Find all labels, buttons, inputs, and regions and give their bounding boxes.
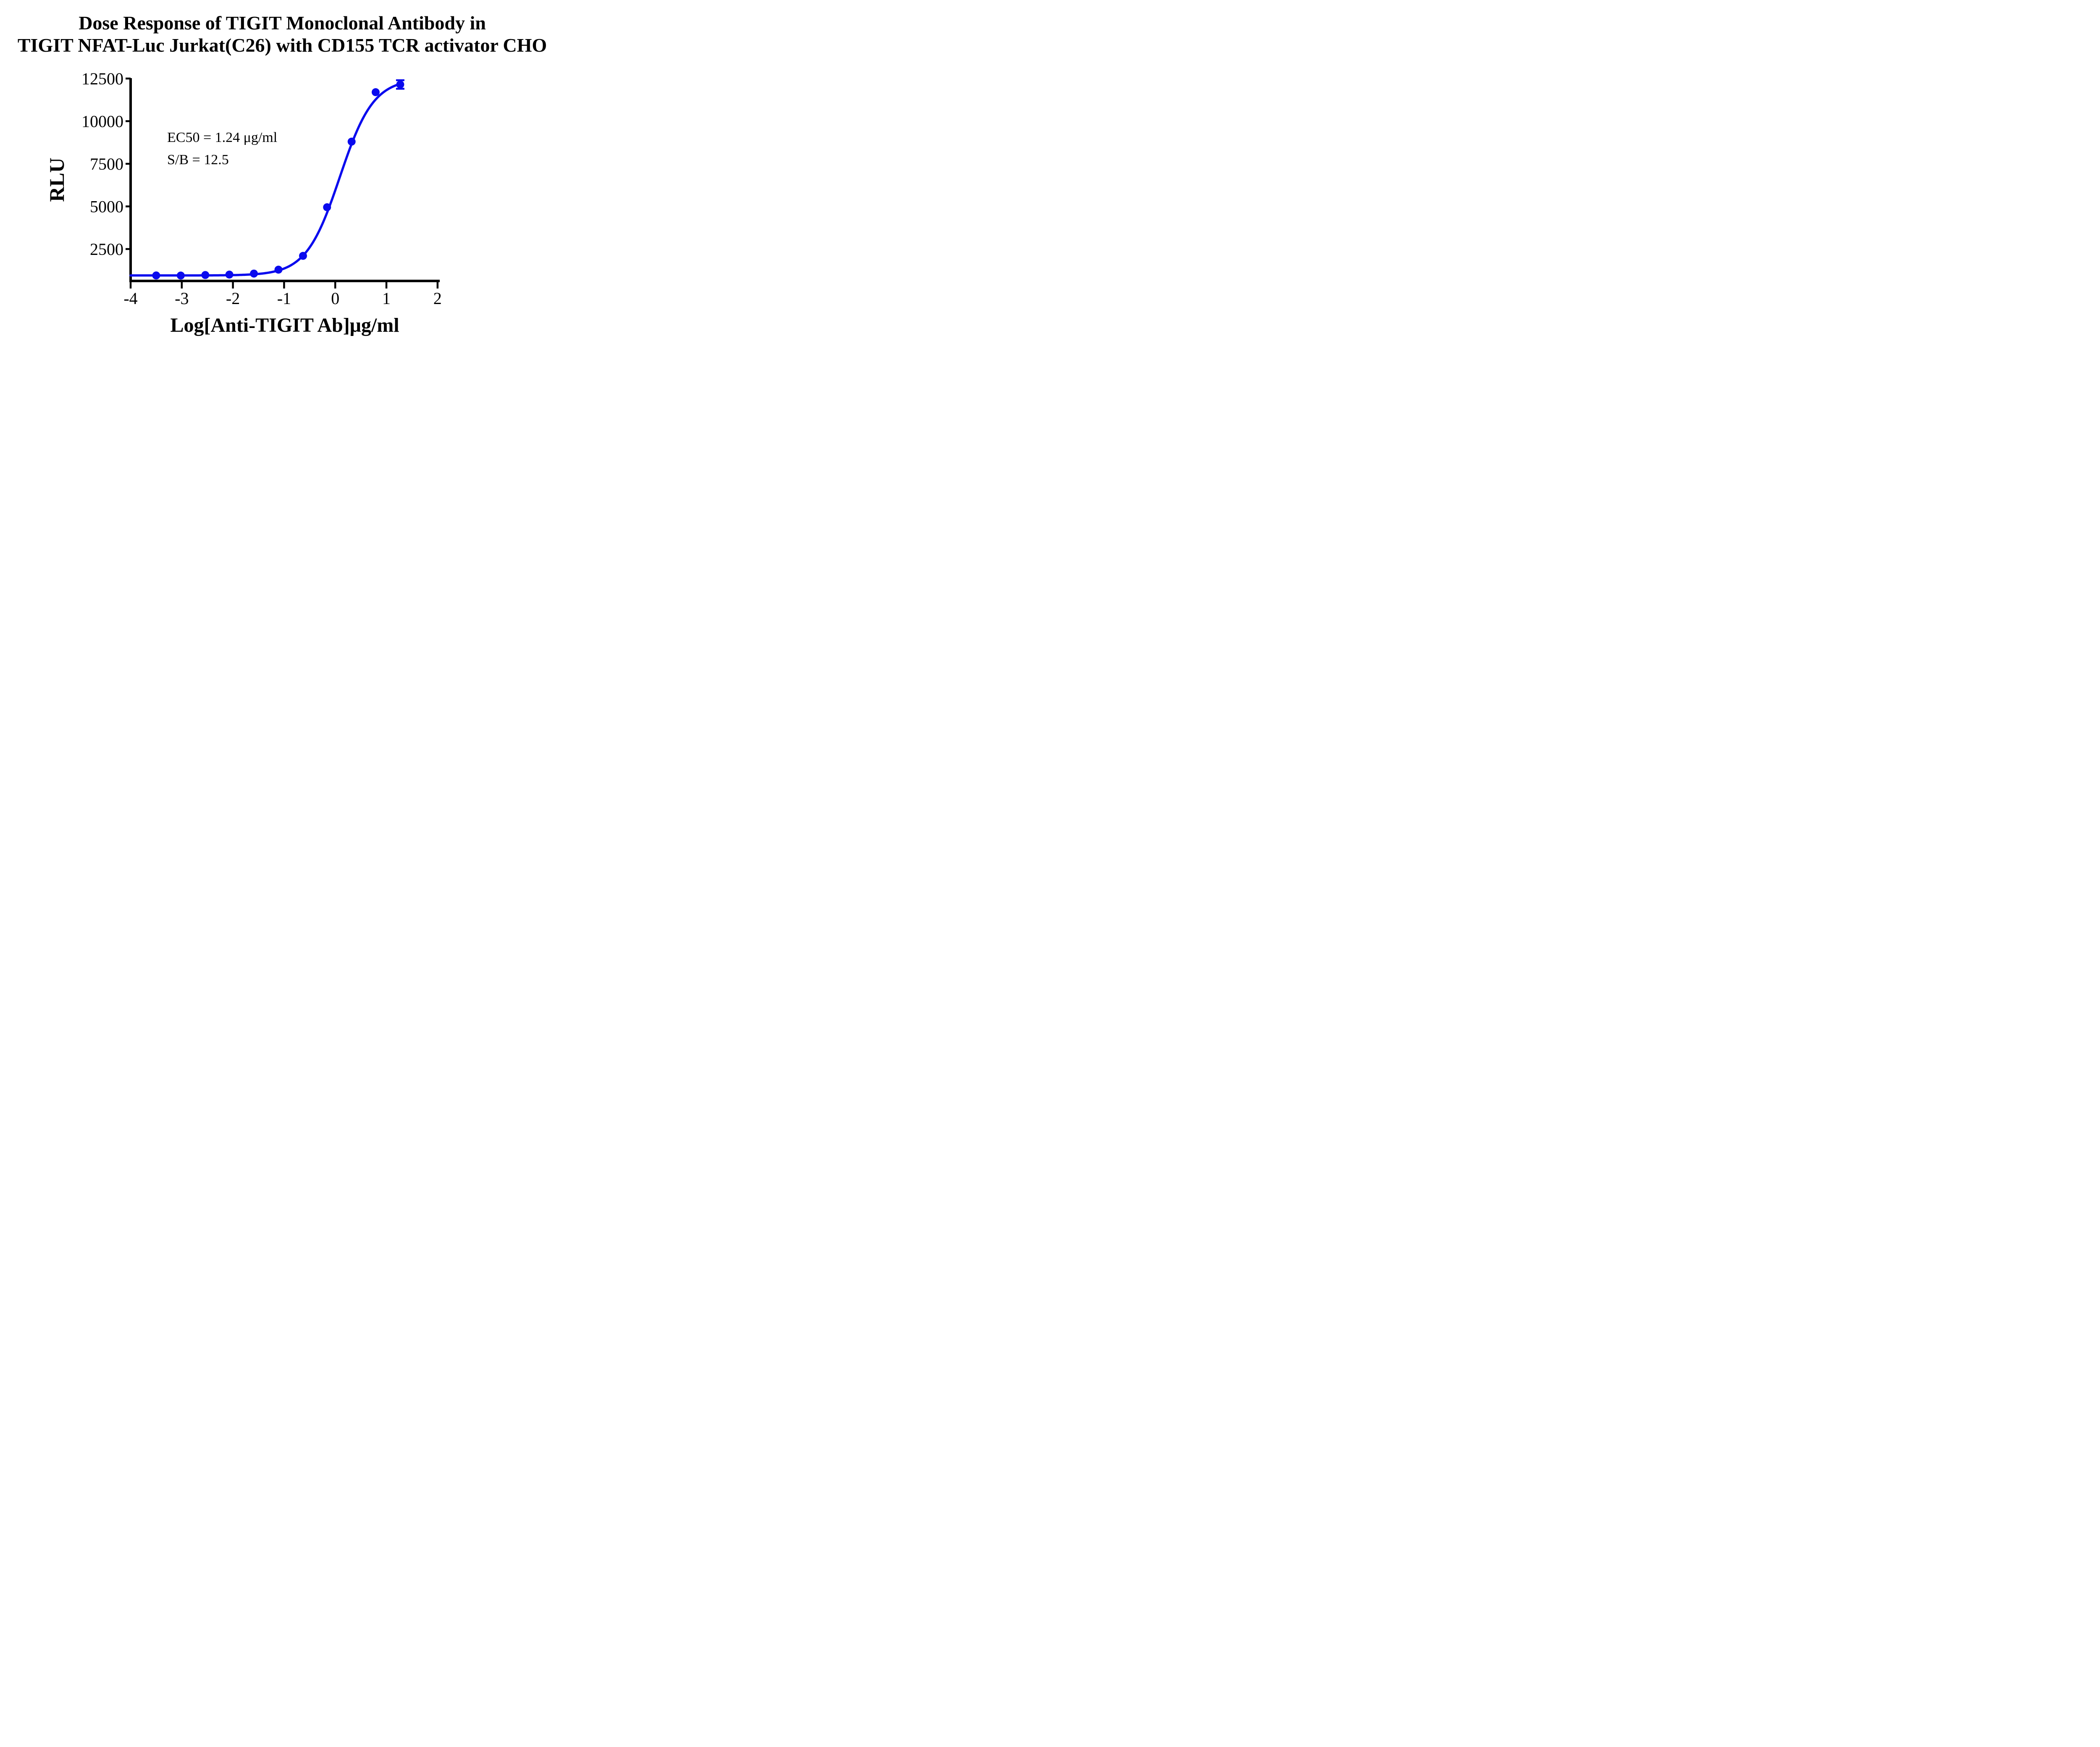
y-tick-label-2500: 2500 xyxy=(90,240,123,259)
y-tick-label-5000: 5000 xyxy=(90,197,123,216)
dose-response-chart: Dose Response of TIGIT Monoclonal Antibo… xyxy=(18,12,547,336)
signal-to-background-annotation: S/B = 12.5 xyxy=(167,152,229,168)
x-tick-label-2: 2 xyxy=(433,289,442,308)
data-point-2 xyxy=(176,271,185,280)
x-tick-label--2: -2 xyxy=(226,289,240,308)
data-point-10 xyxy=(371,88,380,96)
data-point-1 xyxy=(152,271,160,280)
figure: Dose Response of TIGIT Monoclonal Antibo… xyxy=(0,0,564,349)
data-point-7 xyxy=(299,252,307,260)
data-point-9 xyxy=(347,137,356,146)
data-point-4 xyxy=(225,270,234,279)
x-axis-title: Log[Anti-TIGIT Ab]μg/ml xyxy=(170,314,399,336)
x-tick-label-0: 0 xyxy=(331,289,339,308)
chart-title-line-1: Dose Response of TIGIT Monoclonal Antibo… xyxy=(79,12,486,34)
chart-title-line-2: TIGIT NFAT-Luc Jurkat(C26) with CD155 TC… xyxy=(18,34,547,56)
fit-curve xyxy=(129,82,403,277)
plot-layer xyxy=(129,79,404,280)
ec50-annotation: EC50 = 1.24 μg/ml xyxy=(167,130,277,145)
axes-layer: -4 -3 -2 -1 0 1 2 2500 5000 7500 10000 12500 xyxy=(81,69,442,308)
x-tick-label--3: -3 xyxy=(175,289,189,308)
x-tick-label--4: -4 xyxy=(123,289,137,308)
y-tick-label-7500: 7500 xyxy=(90,155,123,173)
data-point-5 xyxy=(250,269,258,278)
data-point-11 xyxy=(396,80,404,89)
y-tick-label-10000: 10000 xyxy=(81,112,123,131)
data-point-8 xyxy=(323,203,331,212)
y-axis-title: RLU xyxy=(45,157,68,202)
data-point-6 xyxy=(274,265,283,274)
x-tick-label--1: -1 xyxy=(277,289,291,308)
x-tick-label-1: 1 xyxy=(382,289,391,308)
data-point-3 xyxy=(201,271,210,279)
y-tick-label-12500: 12500 xyxy=(81,69,123,88)
